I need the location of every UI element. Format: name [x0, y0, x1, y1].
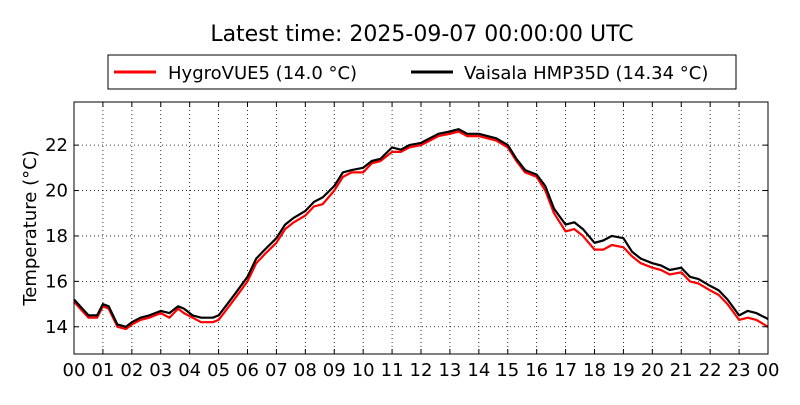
- y-tick-label: 20: [45, 181, 68, 202]
- legend: HygroVUE5 (14.0 °C) Vaisala HMP35D (14.3…: [107, 54, 737, 90]
- x-tick-label: 00: [63, 360, 86, 381]
- x-tick-label: 22: [699, 360, 722, 381]
- x-tick-label: 10: [352, 360, 375, 381]
- axis-ticks: 00 01 02 03 04 05 06 07 08 09 10 11 12 13 14 15 16 17 18 19…: [45, 102, 779, 381]
- x-tick-label: 09: [323, 360, 346, 381]
- y-axis-label: Temperature (°C): [20, 150, 41, 306]
- x-tick-label: 05: [207, 360, 230, 381]
- x-tick-label: 01: [91, 360, 114, 381]
- x-tick-label: 15: [496, 360, 519, 381]
- x-tick-label: 18: [583, 360, 606, 381]
- x-tick-label: 11: [381, 360, 404, 381]
- x-tick-label: 00: [757, 360, 780, 381]
- x-tick-label: 06: [236, 360, 259, 381]
- x-tick-label: 13: [438, 360, 461, 381]
- series-lines: [73, 128, 769, 331]
- legend-label-hygrovue5: HygroVUE5 (14.0 °C): [168, 63, 357, 84]
- legend-label-vaisala: Vaisala HMP35D (14.34 °C): [464, 63, 708, 84]
- y-tick-label: 16: [45, 271, 68, 292]
- x-tick-label: 08: [294, 360, 317, 381]
- y-tick-label: 14: [45, 317, 68, 338]
- plot-frame: [73, 101, 769, 355]
- x-tick-label: 04: [178, 360, 201, 381]
- x-tick-label: 19: [612, 360, 635, 381]
- x-tick-label: 03: [149, 360, 172, 381]
- grid-lines: [74, 102, 768, 354]
- x-tick-label: 02: [120, 360, 143, 381]
- x-tick-label: 16: [525, 360, 548, 381]
- y-tick-label: 22: [45, 135, 68, 156]
- x-tick-label: 17: [554, 360, 577, 381]
- x-tick-label: 21: [670, 360, 693, 381]
- x-tick-label: 23: [728, 360, 751, 381]
- x-tick-label: 14: [467, 360, 490, 381]
- y-tick-label: 18: [45, 226, 68, 247]
- series-line-vaisala: [73, 128, 769, 328]
- chart-title: Latest time: 2025-09-07 00:00:00 UTC: [210, 22, 633, 47]
- x-tick-label: 07: [265, 360, 288, 381]
- series-line-hygrovue5: [73, 130, 769, 331]
- x-tick-label: 12: [410, 360, 433, 381]
- x-tick-label: 20: [641, 360, 664, 381]
